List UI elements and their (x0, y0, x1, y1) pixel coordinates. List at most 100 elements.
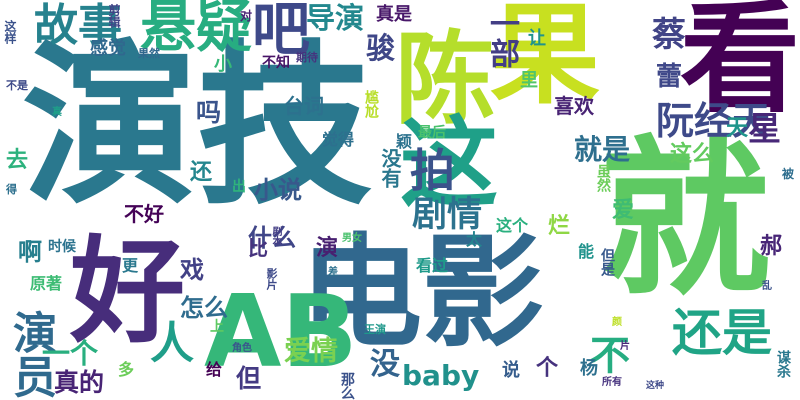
word-yige: 一个 (42, 337, 99, 370)
word-baby: baby (402, 359, 480, 392)
word-name: 那么 (339, 372, 355, 400)
word-pian: 片 (620, 341, 630, 352)
word-juese: 角色 (232, 343, 252, 354)
word-guo: 果 (490, 0, 600, 119)
word-kanguo: 看过 (416, 256, 449, 275)
word-jiushi: 就是 (574, 133, 631, 166)
word-nannv: 男女 (342, 233, 362, 244)
word-yanyuan: 演员 (5, 310, 56, 398)
word-duo: 多 (118, 360, 135, 379)
word-gei: 给 (206, 360, 223, 379)
word-a: 啊 (18, 238, 42, 266)
word-chu: 出 (232, 179, 246, 195)
word-dui: 对 (240, 9, 253, 23)
word-zheme: 这么 (670, 142, 715, 167)
word-mei: 没 (370, 347, 400, 382)
word-shuo: 说 (502, 360, 520, 381)
word-tai: 太 (466, 230, 483, 249)
word-taici: 台词 (284, 94, 324, 118)
word-dan: 但 (236, 364, 262, 393)
word-xiao: 小 (214, 54, 232, 75)
word-hao: 好 (70, 225, 186, 359)
word-lei: 蕾 (656, 62, 683, 92)
word-ge: 个 (536, 356, 559, 381)
word-tian: 天 (726, 116, 749, 141)
word-ganga: 尴尬 (363, 90, 379, 118)
word-lan: 烂 (548, 214, 571, 239)
word-suoyou: 所有 (602, 377, 622, 388)
word-yingpian: 影片 (265, 268, 278, 290)
word-zuihou: 最后 (418, 125, 446, 141)
word-ganjue: 感觉 (90, 38, 126, 59)
word-xiaoshuo: 小说 (254, 176, 302, 204)
word-jun: 骏 (366, 31, 396, 65)
word-yuanzhu: 原著 (30, 274, 63, 293)
word-bushi: 不是 (6, 79, 28, 92)
word-shang: 上 (210, 319, 224, 335)
word-yanji: 演技 (22, 26, 372, 229)
word-aiqing: 爱情 (284, 336, 338, 367)
word-neng: 能 (578, 242, 595, 261)
word-qidai: 期待 (296, 51, 318, 64)
word-juben: 剧本 (270, 226, 281, 246)
word-ren: 人 (150, 318, 194, 369)
word-zheyang: 这样 (3, 20, 17, 44)
word-ma: 吗 (196, 98, 222, 127)
word-zhen: 真 (52, 107, 62, 118)
word-haishi: 还是 (672, 304, 772, 362)
word-cai: 蔡 (652, 15, 686, 55)
word-shihou: 时候 (48, 239, 76, 255)
word-buhao: 不好 (124, 202, 164, 226)
word-hai: 还 (190, 160, 213, 185)
word-bi: 比 (248, 236, 268, 260)
word-bu: 不 (590, 333, 630, 379)
word-pai: 拍 (410, 144, 456, 197)
word-guoran: 果然 (138, 47, 160, 60)
word-bei: 被 (782, 167, 795, 181)
word-kan: 看 (680, 0, 800, 129)
word-ai: 爱 (612, 198, 635, 223)
word-ying: 颖 (396, 132, 413, 151)
word-li: 里 (520, 70, 538, 91)
word-meiyou: 没有 (378, 148, 402, 188)
word-jianji: 剪辑 (107, 4, 121, 28)
word-jiu: 就 (600, 121, 771, 319)
word-zhezhong: 这种 (646, 381, 665, 391)
word-juqing: 剧情 (412, 195, 483, 235)
word-geng: 更 (122, 256, 139, 275)
word-zenme: 怎么 (180, 294, 228, 322)
word-yibu: 一部 (484, 8, 519, 68)
word-de: 得 (6, 183, 17, 196)
word-mousha: 谋杀 (775, 350, 791, 378)
word-zhende: 真的 (54, 368, 105, 397)
word-chen: 陈 (395, 21, 495, 138)
word-ruanjingtian: 阮经天 (656, 99, 771, 143)
word-yan: 演 (316, 236, 339, 261)
word-yang: 杨 (580, 358, 598, 379)
word-dianying: 电影 (300, 222, 544, 364)
word-xihuan: 喜欢 (554, 94, 594, 118)
word-xuanyi: 悬疑 (140, 0, 252, 60)
word-suiran: 虽然 (595, 164, 611, 192)
word-danshi: 但是 (599, 248, 615, 276)
word-zhege: 这个 (496, 216, 529, 235)
word-gushi: 故事 (34, 0, 122, 51)
word-buzhi: 不知 (262, 55, 290, 71)
word-juede: 觉得 (322, 130, 355, 149)
word-cha: 差 (328, 267, 338, 278)
word-daoyan: 导演 (306, 1, 365, 35)
word-yan-face: 颜 (612, 317, 622, 328)
word-qu: 去 (6, 148, 29, 173)
word-zhenshi: 真是 (376, 4, 412, 25)
word-zhe: 这 (400, 107, 499, 221)
word-xing: 星 (748, 109, 781, 148)
word-rang: 让 (528, 28, 546, 49)
word-ba: 吧 (252, 0, 311, 63)
word-luan: 乱 (762, 281, 772, 292)
word-shenme: 什么 (248, 224, 296, 252)
word-wangyan: 王演 (364, 323, 386, 336)
word-xi: 戏 (180, 256, 204, 284)
word-ab: AB (204, 273, 358, 390)
word-hao-surname: 郝 (760, 234, 783, 259)
